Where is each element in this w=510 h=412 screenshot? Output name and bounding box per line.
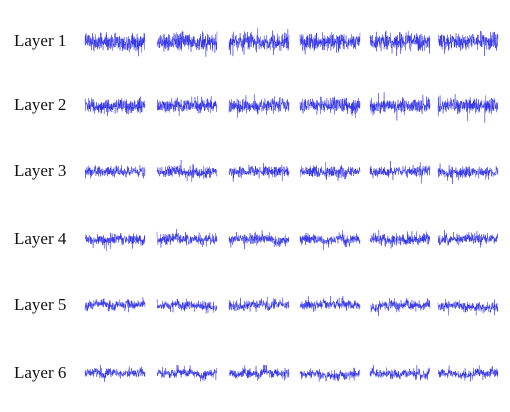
waveform	[437, 298, 499, 316]
waveform	[228, 296, 290, 313]
waveform	[84, 164, 146, 179]
waveform	[437, 229, 499, 248]
waveform	[228, 162, 290, 183]
waveform	[156, 95, 218, 117]
row-label: Layer 3	[14, 161, 66, 180]
waveform	[369, 229, 431, 249]
waveform	[228, 230, 290, 250]
waveform	[156, 228, 218, 248]
waveform	[299, 229, 361, 251]
waveform	[299, 295, 361, 313]
waveform	[369, 160, 431, 184]
waveform	[84, 297, 146, 313]
waveform	[228, 93, 290, 118]
row-label: Layer 1	[14, 31, 66, 50]
waveform	[84, 364, 146, 383]
waveform	[228, 27, 290, 57]
waveform	[437, 365, 499, 382]
row-label: Layer 2	[14, 95, 66, 114]
row-label: Layer 6	[14, 363, 66, 382]
waveform	[228, 364, 290, 382]
row-label: Layer 4	[14, 229, 67, 248]
waveform	[156, 364, 218, 382]
waveform	[84, 31, 146, 57]
waveform	[437, 163, 499, 185]
waveform	[437, 30, 499, 57]
waveform	[156, 298, 218, 314]
waveform	[156, 159, 218, 183]
waveform	[369, 297, 431, 317]
waveform	[84, 96, 146, 117]
waveform	[299, 31, 361, 55]
waveform	[84, 232, 146, 252]
waveform	[369, 30, 431, 57]
waveform	[369, 91, 431, 121]
waveform	[156, 30, 218, 57]
waveform	[299, 367, 361, 382]
waveform	[437, 93, 499, 124]
waveform	[299, 96, 361, 119]
waveform	[369, 364, 431, 381]
row-label: Layer 5	[14, 295, 66, 314]
waveform	[299, 161, 361, 182]
